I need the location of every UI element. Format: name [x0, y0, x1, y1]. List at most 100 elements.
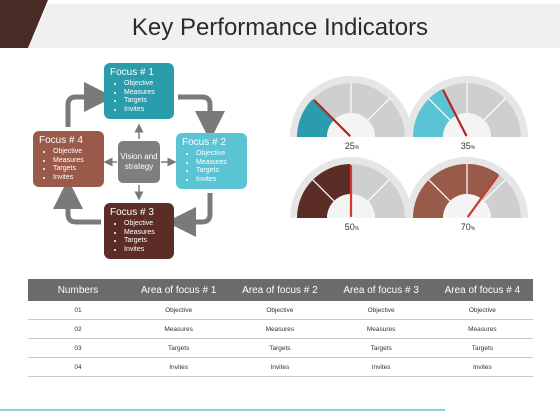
gauge-divider — [483, 179, 506, 202]
table-row: 04 Invites Invites Invites Invites — [28, 357, 533, 377]
gauge-3-value: 50 — [344, 222, 355, 232]
list-item: Targets — [124, 97, 168, 106]
list-item: Objective — [124, 220, 168, 229]
gauge-divider — [483, 98, 506, 121]
gauge-2-label: 35% — [453, 141, 483, 151]
arrow-focus3-to-focus4 — [53, 179, 101, 225]
arrow-focus2-to-focus3 — [166, 193, 213, 237]
table-cell: Invites — [330, 357, 432, 377]
vision-strategy-label: Vision and strategy — [120, 152, 158, 171]
gauge-4-unit: % — [470, 226, 476, 232]
focus-3-list: Objective Measures Targets Invites — [110, 220, 168, 254]
focus-3-box: Focus # 3 Objective Measures Targets Inv… — [104, 203, 174, 259]
gauge-2-unit: % — [470, 145, 476, 151]
gauge-2-value: 35 — [460, 141, 471, 151]
kpi-table: Numbers Area of focus # 1 Area of focus … — [28, 279, 533, 377]
header-dark-band — [0, 0, 48, 48]
gauge-divider — [428, 98, 451, 121]
table-header-row: Numbers Area of focus # 1 Area of focus … — [28, 279, 533, 301]
table-cell: Objective — [229, 301, 331, 320]
table-row: 01 Objective Objective Objective Objecti… — [28, 301, 533, 320]
gauge-value-arc — [413, 163, 499, 218]
table-cell: Targets — [229, 338, 331, 358]
focus-2-title: Focus # 2 — [182, 137, 226, 148]
list-item: Objective — [124, 80, 168, 89]
focus-1-box: Focus # 1 Objective Measures Targets Inv… — [104, 63, 174, 119]
table-row: 03 Targets Targets Targets Targets — [28, 338, 533, 358]
gauge-value-arc — [297, 98, 335, 137]
table-row: 02 Measures Measures Measures Measures — [28, 319, 533, 339]
table-header-cell: Numbers — [28, 279, 128, 301]
focus-2-list: Objective Measures Targets Invites — [182, 150, 241, 184]
list-item: Targets — [196, 167, 241, 176]
focus-4-title: Focus # 4 — [39, 135, 83, 146]
list-item: Invites — [124, 246, 168, 255]
gauge-1-unit: % — [354, 145, 360, 151]
gauge-outer-ring — [406, 157, 528, 218]
gauge-outer-ring — [290, 76, 412, 137]
list-item: Invites — [196, 176, 241, 185]
table-header-cell: Area of focus # 2 — [229, 279, 331, 301]
table-cell: Objective — [128, 301, 230, 320]
focus-3-title: Focus # 3 — [110, 207, 154, 218]
list-item: Measures — [196, 159, 241, 168]
gauge-hub — [443, 113, 491, 137]
gauge-needle — [467, 174, 499, 218]
vision-strategy-box: Vision and strategy — [118, 141, 160, 183]
list-item: Objective — [53, 148, 98, 157]
list-item: Invites — [53, 174, 98, 183]
table-cell: 03 — [28, 338, 128, 358]
table-cell: Measures — [229, 319, 331, 339]
table-header-cell: Area of focus # 3 — [330, 279, 432, 301]
page-title: Key Performance Indicators — [131, 14, 429, 41]
table-header-cell: Area of focus # 1 — [128, 279, 230, 301]
gauge-hub — [327, 113, 375, 137]
table-cell: 04 — [28, 357, 128, 377]
gauge-4 — [406, 157, 528, 218]
table-cell: Targets — [431, 338, 533, 358]
list-item: Targets — [53, 165, 98, 174]
focus-4-list: Objective Measures Targets Invites — [39, 148, 98, 182]
gauge-3 — [290, 157, 412, 218]
table-cell: Invites — [229, 357, 331, 377]
arrow-focus4-to-focus1 — [65, 82, 114, 127]
gauge-divider — [367, 98, 390, 121]
focus-2-box: Focus # 2 Objective Measures Targets Inv… — [176, 133, 247, 189]
table-cell: Measures — [431, 319, 533, 339]
gauge-divider — [367, 179, 390, 202]
gauge-outer-ring — [290, 157, 412, 218]
list-item: Measures — [124, 89, 168, 98]
focus-1-title: Focus # 1 — [110, 67, 154, 78]
table-cell: Invites — [128, 357, 230, 377]
gauge-outer-ring — [406, 76, 528, 137]
focus-1-list: Objective Measures Targets Invites — [110, 80, 168, 114]
gauge-1-label: 25% — [337, 141, 367, 151]
list-item: Invites — [124, 106, 168, 115]
table-cell: Measures — [330, 319, 432, 339]
gauge-divider — [428, 179, 451, 202]
table-cell: Objective — [431, 301, 533, 320]
gauge-1-value: 25 — [344, 141, 355, 151]
gauge-needle — [313, 99, 351, 137]
table-header-cell: Area of focus # 4 — [431, 279, 533, 301]
gauge-needle — [442, 89, 468, 137]
table-cell: Invites — [431, 357, 533, 377]
list-item: Measures — [53, 157, 98, 166]
gauge-divider — [312, 179, 335, 202]
table-cell: Targets — [330, 338, 432, 358]
arrow-focus1-to-focus2 — [178, 94, 225, 141]
gauge-1 — [290, 76, 412, 137]
gauge-3-unit: % — [354, 226, 360, 232]
gauge-2 — [406, 76, 528, 137]
table-cell: Objective — [330, 301, 432, 320]
list-item: Targets — [124, 237, 168, 246]
table-cell: 02 — [28, 319, 128, 339]
table-cell: 01 — [28, 301, 128, 320]
table-cell: Targets — [128, 338, 230, 358]
header-banner — [0, 0, 560, 48]
gauge-value-arc — [413, 88, 457, 137]
header-light-band — [28, 4, 560, 48]
list-item: Measures — [124, 229, 168, 238]
footer-accent — [0, 409, 445, 411]
